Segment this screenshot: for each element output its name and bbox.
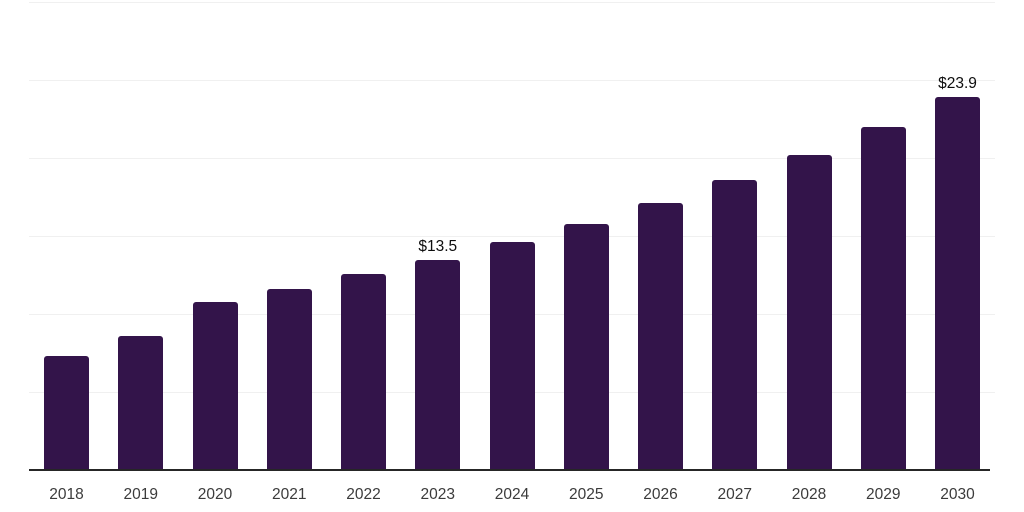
- bar-2021[interactable]: [266, 289, 312, 471]
- x-axis-label-2021: 2021: [272, 486, 307, 503]
- gridline-30: [29, 2, 995, 3]
- bar-2023[interactable]: [415, 259, 461, 471]
- x-axis-label-2022: 2022: [346, 486, 381, 503]
- x-axis-label-2025: 2025: [569, 486, 604, 503]
- bar-2025[interactable]: [563, 223, 609, 471]
- data-label-2030: $23.9: [938, 75, 977, 93]
- bar-2027[interactable]: [712, 180, 758, 471]
- gridline-15: [29, 236, 995, 238]
- bar-2018[interactable]: [44, 356, 89, 471]
- bar-2022[interactable]: [341, 273, 386, 471]
- gridline-25: [29, 80, 995, 82]
- bar-2024[interactable]: [489, 242, 535, 471]
- gridline-20: [29, 158, 995, 160]
- bar-2028[interactable]: [786, 155, 832, 471]
- x-axis-label-2020: 2020: [197, 486, 233, 503]
- bar-2026[interactable]: [638, 203, 683, 471]
- x-axis-label-2018: 2018: [49, 486, 84, 503]
- bar-2029[interactable]: [860, 126, 906, 471]
- x-axis-label-2030: 2030: [940, 486, 975, 503]
- x-axis-label-2026: 2026: [643, 486, 678, 503]
- x-axis-line: [29, 469, 990, 471]
- x-axis-label-2024: 2024: [494, 486, 530, 503]
- x-axis-label-2023: 2023: [420, 486, 455, 503]
- bar-2019[interactable]: [118, 336, 164, 471]
- x-axis-label-2028: 2028: [791, 486, 827, 503]
- x-axis-label-2029: 2029: [866, 486, 901, 503]
- data-label-2023: $13.5: [418, 237, 458, 255]
- x-axis-label-2027: 2027: [717, 486, 752, 503]
- bar-2030[interactable]: [935, 97, 980, 471]
- x-axis-label-2019: 2019: [123, 486, 158, 503]
- bar-2020[interactable]: [192, 301, 238, 471]
